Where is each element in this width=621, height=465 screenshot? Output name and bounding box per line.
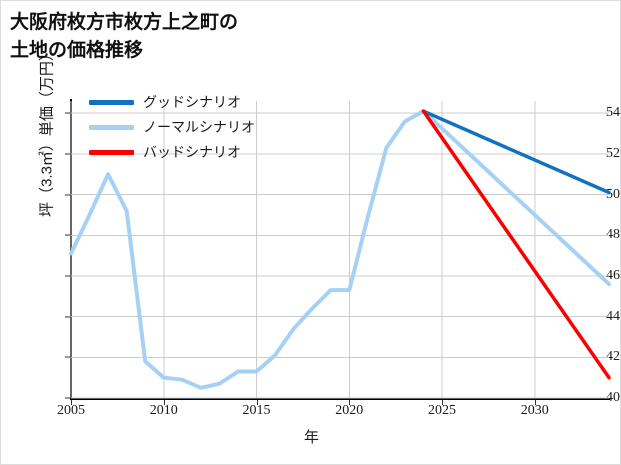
- x-axis-label: 年: [303, 429, 319, 446]
- gridlines: [70, 101, 609, 399]
- series-line-good: [421, 109, 611, 195]
- x-tick-mark: [163, 400, 165, 405]
- y-tick-mark: [65, 356, 70, 358]
- x-tick-label: 2015: [242, 403, 271, 418]
- series-line-normal: [69, 109, 611, 390]
- chart-title: 大阪府枚方市枚方上之町の 土地の価格推移: [10, 12, 239, 61]
- plot-area: [69, 101, 611, 399]
- x-axis-spine: [70, 398, 610, 400]
- plot-canvas: [69, 101, 611, 399]
- y-tick-label: 46: [606, 267, 620, 283]
- x-tick-label: 2010: [149, 403, 178, 418]
- chart-legend: グッドシナリオ ノーマルシナリオ バッドシナリオ: [89, 93, 255, 161]
- y-tick-label: 52: [606, 145, 620, 161]
- y-tick-label: 50: [606, 186, 620, 202]
- legend-item[interactable]: ノーマルシナリオ: [89, 118, 255, 136]
- x-tick-mark: [534, 400, 536, 405]
- series-lines: [69, 109, 611, 390]
- legend-swatch-icon: [89, 149, 134, 155]
- y-tick-mark: [65, 112, 70, 114]
- x-tick-mark: [349, 400, 351, 405]
- y-tick-mark: [65, 234, 70, 236]
- y-axis-label: 坪（3.3㎡）単価（万円）: [38, 46, 56, 217]
- x-tick-label: 2030: [520, 403, 549, 418]
- y-tick-mark: [65, 275, 70, 277]
- x-tick-label: 2025: [428, 403, 457, 418]
- legend-item[interactable]: グッドシナリオ: [89, 93, 255, 111]
- y-tick-mark: [65, 397, 70, 399]
- legend-swatch-icon: [89, 124, 134, 130]
- legend-swatch-icon: [89, 99, 134, 105]
- x-tick-mark: [442, 400, 444, 405]
- y-tick-label: 48: [606, 227, 620, 243]
- y-tick-label: 54: [606, 105, 620, 121]
- x-tick-mark: [256, 400, 258, 405]
- series-line-bad: [421, 109, 611, 380]
- legend-label: ノーマルシナリオ: [143, 119, 255, 135]
- legend-label: グッドシナリオ: [143, 94, 241, 110]
- y-tick-mark: [65, 316, 70, 318]
- y-tick-label: 40: [606, 390, 620, 405]
- y-tick-label: 44: [606, 308, 620, 324]
- legend-item[interactable]: バッドシナリオ: [89, 143, 255, 161]
- y-tick-mark: [65, 194, 70, 196]
- y-tick-mark: [65, 153, 70, 155]
- x-tick-label: 2005: [57, 403, 85, 418]
- legend-label: バッドシナリオ: [143, 144, 241, 160]
- y-tick-label: 42: [606, 349, 620, 365]
- x-tick-label: 2020: [335, 403, 364, 418]
- x-tick-mark: [71, 400, 72, 405]
